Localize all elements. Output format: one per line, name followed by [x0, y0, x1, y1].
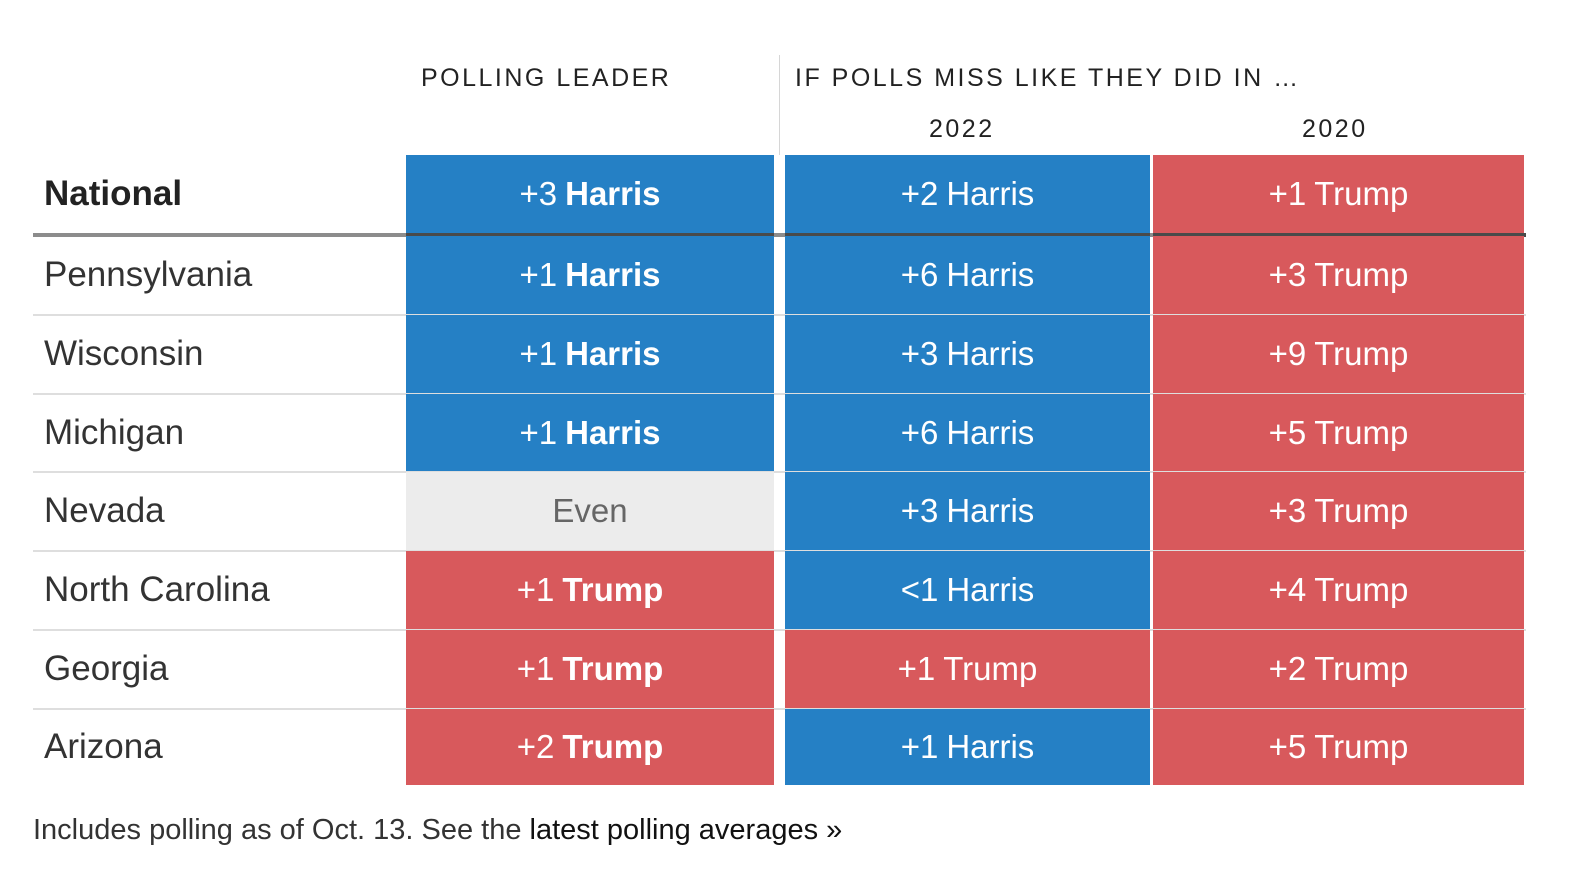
cell-margin: +2 [516, 728, 555, 765]
cell-y2022-north-carolina: <1 Harris [785, 551, 1150, 629]
cell-y2020-nevada: +3 Trump [1153, 472, 1524, 550]
cell-margin: +5 [1268, 728, 1307, 765]
cell-margin: +3 [1268, 492, 1307, 529]
header-2020: 2020 [1302, 115, 1368, 143]
header-2022: 2022 [929, 115, 995, 143]
cell-margin: +1 [519, 413, 558, 451]
cell-candidate: Trump [1314, 492, 1409, 529]
row-separator [33, 629, 1526, 631]
row-label-georgia: Georgia [44, 649, 169, 688]
cell-candidate: Trump [1314, 175, 1409, 212]
cell-margin: +2 [900, 175, 939, 212]
row-separator [33, 471, 1526, 473]
cell-margin: +9 [1268, 335, 1307, 372]
cell-y2022-wisconsin: +3 Harris [785, 315, 1150, 393]
cell-candidate: Harris [946, 256, 1035, 293]
cell-candidate: Harris [565, 256, 661, 293]
row-separator [33, 550, 1526, 552]
cell-y2020-pennsylvania: +3 Trump [1153, 236, 1524, 314]
cell-margin: +3 [900, 492, 939, 529]
cell-y2020-national: +1 Trump [1153, 155, 1524, 233]
cell-margin: +5 [1268, 413, 1307, 451]
cell-y2020-arizona: +5 Trump [1153, 709, 1524, 785]
cell-candidate: Harris [946, 728, 1035, 765]
cell-margin: +1 [519, 256, 558, 293]
cell-margin: +6 [900, 256, 939, 293]
cell-leader-wisconsin: +1 Harris [406, 315, 774, 393]
national-separator-segment [406, 233, 774, 237]
header-polling-leader: POLLING LEADER [421, 64, 672, 92]
cell-candidate: Harris [565, 335, 661, 372]
cell-leader-michigan: +1 Harris [406, 394, 774, 471]
footnote-text: Includes polling as of Oct. 13. See the [33, 814, 530, 846]
cell-margin: +1 [516, 571, 555, 608]
national-separator [33, 233, 1526, 237]
header-if-polls-miss: IF POLLS MISS LIKE THEY DID IN … [795, 64, 1301, 92]
footnote: Includes polling as of Oct. 13. See the … [33, 814, 842, 847]
cell-margin: +3 [1268, 256, 1307, 293]
row-separator [33, 708, 1526, 710]
cell-candidate: Trump [1314, 413, 1409, 451]
row-label-wisconsin: Wisconsin [44, 334, 204, 373]
cell-y2020-north-carolina: +4 Trump [1153, 551, 1524, 629]
cell-y2022-georgia: +1 Trump [785, 630, 1150, 708]
cell-y2020-michigan: +5 Trump [1153, 394, 1524, 471]
cell-candidate: Harris [946, 175, 1035, 212]
cell-candidate: Trump [562, 728, 664, 765]
row-separator [33, 314, 1526, 316]
row-label-pennsylvania: Pennsylvania [44, 255, 253, 294]
cell-margin: +3 [900, 335, 939, 372]
cell-leader-national: +3 Harris [406, 155, 774, 233]
cell-margin: +1 [900, 728, 939, 765]
cell-leader-arizona: +2 Trump [406, 709, 774, 785]
row-label-north-carolina: North Carolina [44, 570, 270, 609]
cell-margin: +4 [1268, 571, 1307, 608]
row-separator [33, 393, 1526, 395]
cell-leader-georgia: +1 Trump [406, 630, 774, 708]
cell-candidate: Trump [562, 571, 664, 608]
cell-y2022-michigan: +6 Harris [785, 394, 1150, 471]
national-separator-segment [785, 233, 1150, 237]
latest-polling-averages-link[interactable]: latest polling averages » [529, 814, 843, 846]
cell-leader-north-carolina: +1 Trump [406, 551, 774, 629]
cell-y2022-pennsylvania: +6 Harris [785, 236, 1150, 314]
cell-candidate: Trump [1314, 728, 1409, 765]
cell-candidate: Trump [562, 650, 664, 687]
cell-candidate: Harris [565, 413, 661, 451]
cell-candidate: Trump [1314, 335, 1409, 372]
cell-y2020-georgia: +2 Trump [1153, 630, 1524, 708]
cell-y2022-arizona: +1 Harris [785, 709, 1150, 785]
row-label-national: National [44, 174, 183, 213]
cell-candidate: Harris [946, 335, 1035, 372]
cell-margin: +1 [516, 650, 555, 687]
cell-candidate: Trump [1314, 256, 1409, 293]
cell-candidate: Harris [946, 492, 1035, 529]
cell-candidate: Even [552, 492, 628, 529]
cell-candidate: Harris [946, 571, 1035, 608]
cell-margin: <1 [900, 571, 939, 608]
cell-margin: +1 [1268, 175, 1307, 212]
cell-leader-nevada: Even [406, 472, 774, 550]
cell-y2020-wisconsin: +9 Trump [1153, 315, 1524, 393]
cell-y2022-nevada: +3 Harris [785, 472, 1150, 550]
cell-margin: +2 [1268, 650, 1307, 687]
cell-candidate: Harris [565, 175, 661, 212]
cell-candidate: Harris [946, 413, 1035, 451]
row-label-arizona: Arizona [44, 727, 163, 766]
cell-margin: +1 [519, 335, 558, 372]
cell-margin: +1 [897, 650, 936, 687]
row-label-nevada: Nevada [44, 491, 165, 530]
cell-margin: +3 [519, 175, 558, 212]
header-divider [779, 55, 780, 155]
cell-candidate: Trump [1314, 571, 1409, 608]
cell-y2022-national: +2 Harris [785, 155, 1150, 233]
cell-leader-pennsylvania: +1 Harris [406, 236, 774, 314]
cell-candidate: Trump [943, 650, 1038, 687]
national-separator-segment [1153, 233, 1526, 237]
cell-margin: +6 [900, 413, 939, 451]
row-label-michigan: Michigan [44, 412, 185, 452]
cell-candidate: Trump [1314, 650, 1409, 687]
